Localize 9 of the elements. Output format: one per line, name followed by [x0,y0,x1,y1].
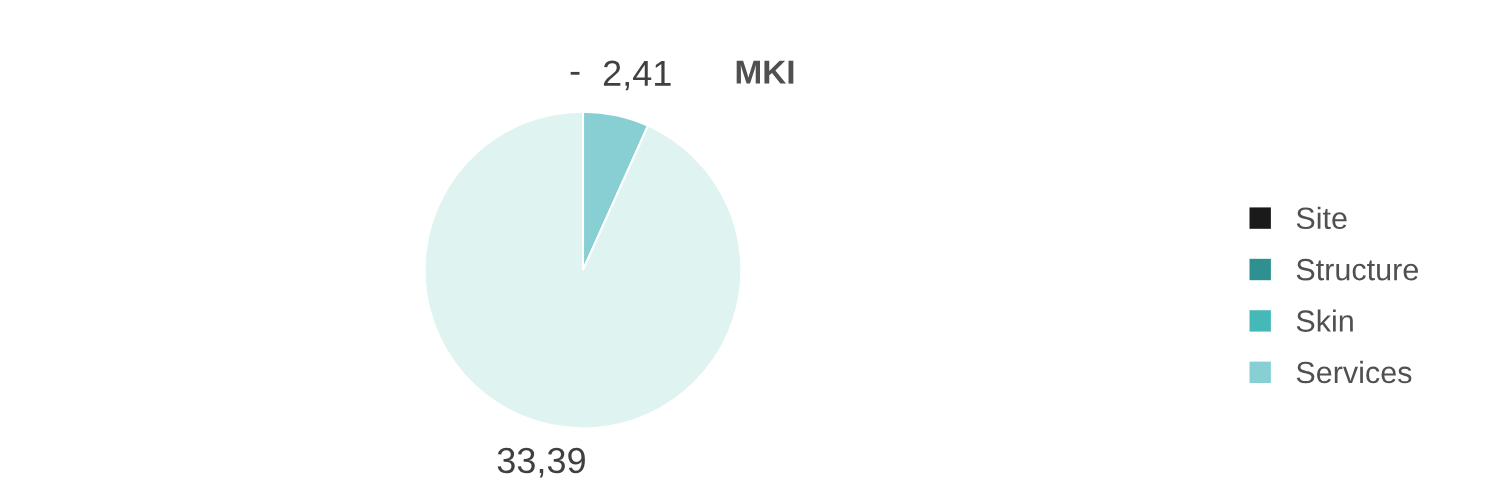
data-label: 33,39 [497,447,585,478]
pie-slice [423,110,743,430]
legend-label: Structure [1296,258,1418,281]
legend-label: Skin [1296,309,1353,332]
text: - [570,71,580,75]
chart-title: MKI [736,60,794,84]
data-label: 2,41 [603,60,671,91]
legend-label: Services [1296,360,1412,384]
legend-label: Site [1296,206,1347,230]
